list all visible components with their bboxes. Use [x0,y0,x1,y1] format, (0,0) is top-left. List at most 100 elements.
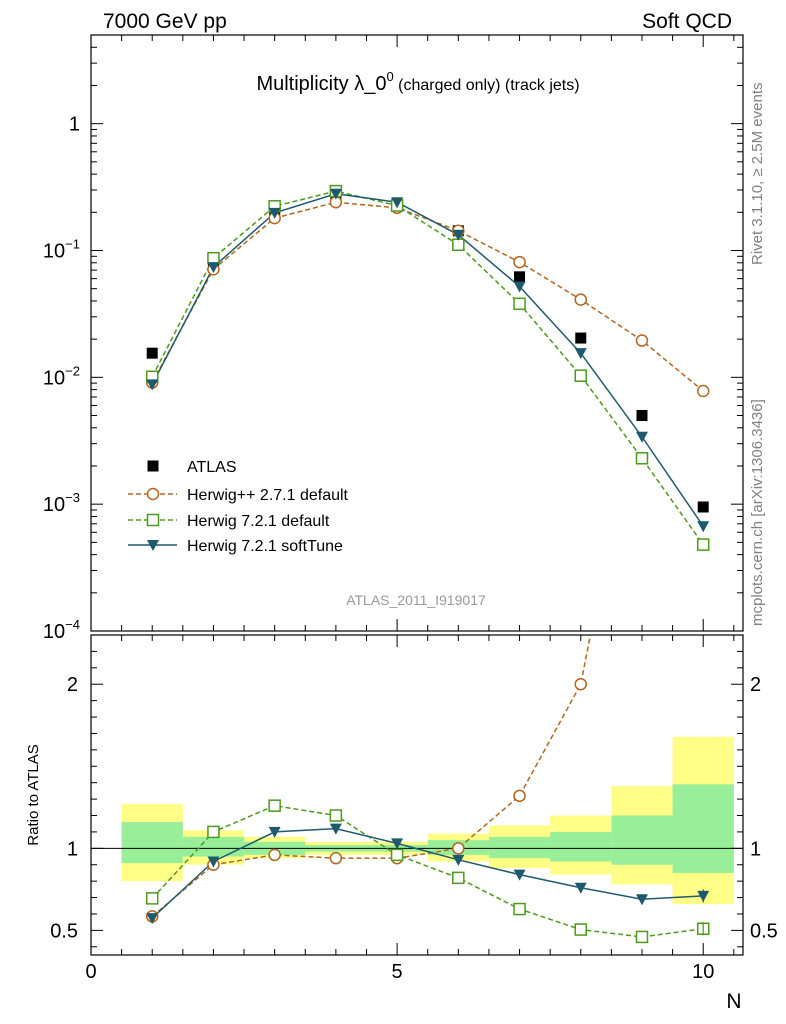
legend: ATLAS Herwig++ 2.7.1 default Herwig 7.2.1 … [128,459,349,555]
ratio-line-2 [151,827,704,919]
legend-marker-1 [146,487,160,501]
y-axis-label: Ratio to ATLAS [25,744,42,845]
legend-marker-2 [146,513,160,527]
y-tick-label-0: 1 [69,114,80,136]
y-tick-label-2: 10−2 [43,363,80,389]
title-sup: 0 [386,69,393,84]
series-3-point-1 [207,262,220,274]
ratio-2-point-2 [268,826,281,838]
legend-marker-0 [147,460,159,472]
band-green-0 [121,822,183,864]
series-line-1 [151,201,704,392]
ratio-1-point-4 [390,848,404,862]
legend-label-2: Herwig 7.2.1 default [187,513,330,530]
y-tick-exp: −3 [65,490,80,505]
series-1-point-6 [513,255,526,269]
ratio-0-point-7 [574,677,588,691]
uncertainty-bands [91,736,743,905]
series-3-point-5 [452,229,465,241]
series-0-point-6 [514,271,526,283]
series-3-point-3 [329,188,342,200]
y-tick-label-1: 10−1 [43,236,80,262]
series-3-point-6 [513,281,526,293]
series-2-point-8 [635,452,649,465]
series-2-point-1 [207,251,220,265]
series-3-point-0 [146,379,159,391]
y-tick-label-3: 10−3 [43,490,80,516]
top-frame [90,34,744,632]
legend-marker-3 [147,540,159,551]
series-0-point-9 [697,501,709,513]
series-0-point-8 [636,410,648,422]
ratio-1-point-1 [207,825,220,839]
ratio-2-point-0 [146,913,159,925]
series-3-point-4 [391,197,404,209]
ratio-1-point-6 [513,902,526,916]
mcplots-label: mcplots.cern.ch [arXiv:1306.3436] [749,399,766,626]
title-main: Multiplicity λ_0 [256,73,386,95]
ratio-2-point-7 [574,882,587,894]
bottom-frame [90,634,744,956]
y-tick-exp: −2 [65,363,80,378]
y-tick-base: 10 [43,367,65,389]
title-small: (charged only) (track jets) [394,77,580,94]
ratio-2-point-3 [329,823,342,835]
y-tick-base: 10 [43,621,65,643]
band-green-7 [550,831,612,862]
ratio-1-point-5 [452,871,465,885]
ratio-y-tick-label-right-0: 0.5 [750,920,778,942]
chart-title: Multiplicity λ_00 (charged only) (track … [256,69,579,95]
y-tick-base: 10 [43,240,65,262]
x-tick-label: 0 [85,961,96,983]
series-2-point-5 [452,238,465,251]
band-green-6 [488,836,551,859]
legend-label-3: Herwig 7.2.1 softTune [187,538,343,555]
ratio-1-point-2 [268,799,281,812]
watermark: ATLAS_2011_I919017 [346,592,486,608]
x-axis-label: N [726,990,741,1013]
y-tick-exp: −1 [65,236,80,251]
ratio-y-tick-label-right-2: 2 [750,674,761,696]
series-0-point-7 [575,332,587,344]
series-2-point-7 [574,369,588,382]
ratio-line-1 [151,804,704,938]
series-line-3 [151,193,704,527]
ratio-1-point-0 [145,892,159,905]
series-line-2 [151,190,704,546]
series-2-point-9 [696,538,710,551]
band-green-8 [611,815,673,865]
legend-label-1: Herwig++ 2.7.1 default [187,487,349,504]
band-green-9 [672,784,734,873]
ratio-y-tick-label-left-0: 0.5 [50,920,78,942]
ratio-0-point-5 [452,842,465,855]
y-tick-label-4: 10−4 [43,617,80,643]
series-1-point-8 [635,334,649,347]
ratio-0-point-6 [513,789,526,803]
x-tick-label: 10 [692,961,714,983]
series-3-point-7 [574,348,587,360]
rivet-label: Rivet 3.1.10, ≥ 2.5M events [749,83,766,266]
ratio-2-point-4 [391,838,404,850]
ratio-0-point-2 [268,848,281,862]
ratio-2-point-6 [513,869,526,881]
ratio-0-point-3 [329,851,343,865]
series-3-point-2 [268,207,281,219]
header-left: 7000 GeV pp [103,10,227,33]
ratio-y-tick-label-right-1: 1 [750,838,761,860]
ratio-y-tick-label-left-1: 1 [67,838,78,860]
series-3-point-8 [635,431,648,443]
ratio-1-point-7 [574,923,588,936]
series-1-point-7 [574,293,588,306]
band-green-1 [182,836,245,857]
y-tick-base: 10 [43,494,65,516]
series-3-point-9 [697,521,710,533]
ratio-2-point-5 [452,854,465,866]
y-tick-exp: −4 [65,617,80,632]
ratio-1-point-8 [635,930,649,944]
ratio-2-point-8 [635,894,648,906]
ratio-1-point-3 [329,809,343,822]
main-plot [145,184,710,551]
legend-label-0: ATLAS [187,459,237,476]
